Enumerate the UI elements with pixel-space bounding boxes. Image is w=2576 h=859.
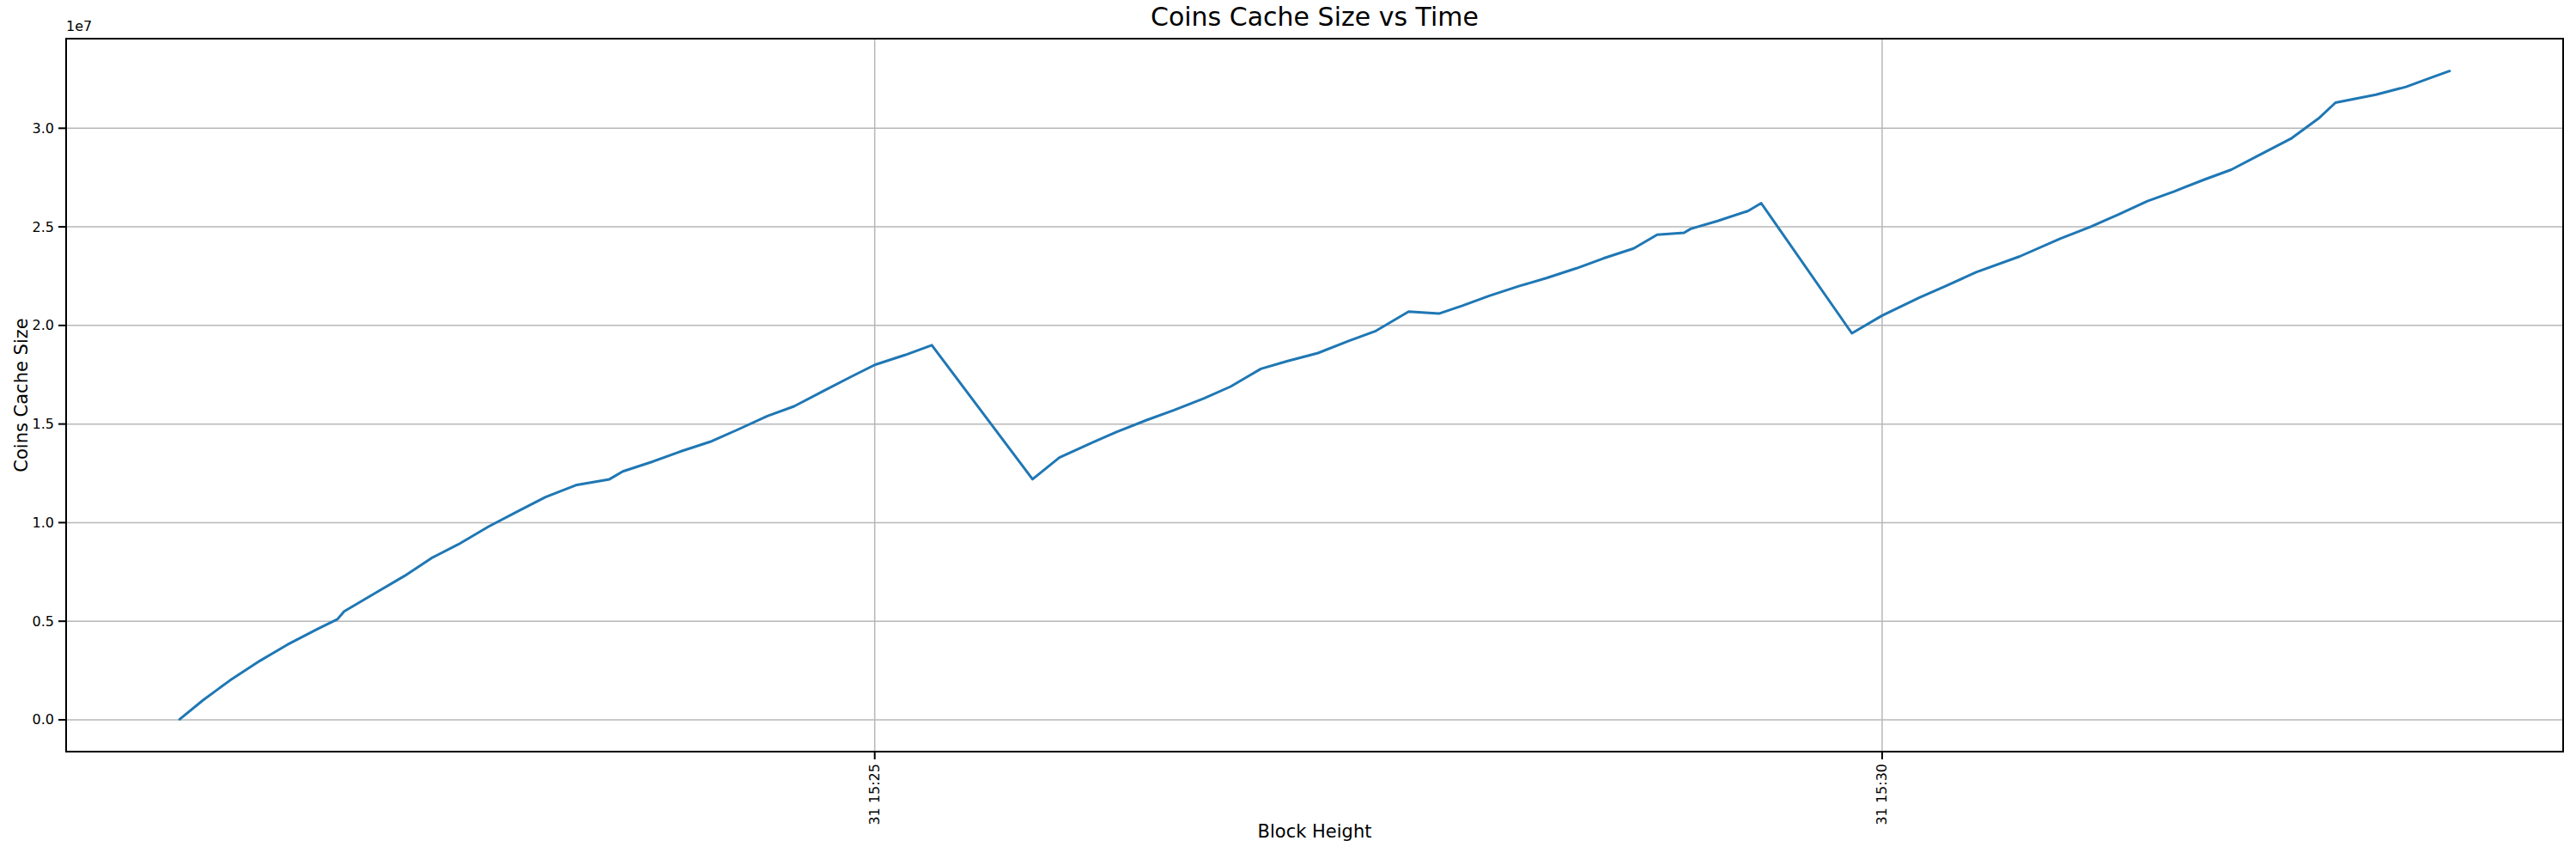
chart-title: Coins Cache Size vs Time (66, 2, 2563, 33)
y-tick-label: 3.0 (33, 120, 54, 137)
y-tick-label: 2.5 (33, 219, 54, 235)
figure: 0.0 0.5 1.0 1.5 2.0 2.5 3.0 31 15:25 31 15:30 Co… (0, 0, 2576, 859)
y-tick-label: 1.0 (33, 515, 54, 531)
x-tick-label: 31 15:30 (1874, 764, 1890, 825)
y-axis-label: Coins Cache Size (11, 318, 32, 472)
x-tick-label: 31 15:25 (866, 764, 883, 825)
y-tick-label: 1.5 (33, 416, 54, 432)
y-axis-offset-label: 1e7 (66, 18, 92, 34)
plot-area: 0.0 0.5 1.0 1.5 2.0 2.5 3.0 31 15:25 31 15:30 (0, 0, 2576, 859)
series-line (179, 71, 2450, 720)
y-tick-label: 2.0 (33, 317, 54, 333)
axes-border (66, 39, 2563, 752)
y-tick-label: 0.5 (33, 613, 54, 630)
y-tick-label: 0.0 (33, 711, 54, 728)
x-axis-label: Block Height (66, 821, 2563, 842)
